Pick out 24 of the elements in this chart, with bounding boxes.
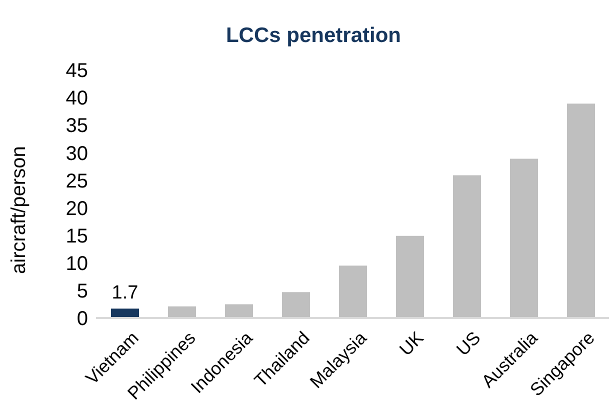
bar	[282, 292, 310, 318]
y-tick-label: 35	[66, 115, 88, 138]
y-tick-label: 25	[66, 170, 88, 192]
data-label: 1.7	[112, 282, 138, 304]
bar	[510, 158, 538, 318]
y-tick-label: 20	[66, 198, 88, 220]
y-tick-label: 10	[66, 252, 88, 275]
y-tick-label: 5	[76, 280, 88, 303]
bar	[225, 304, 253, 318]
y-tick-label: 40	[66, 88, 88, 110]
bar	[339, 266, 367, 318]
x-tick-label: UK	[396, 328, 428, 360]
chart-title: LCCs penetration	[224, 24, 402, 48]
x-tick-label: US	[452, 328, 484, 360]
bar	[111, 308, 139, 318]
bar	[168, 306, 196, 318]
y-tick-label: 15	[66, 225, 88, 248]
y-tick-label: 45	[66, 60, 88, 82]
y-tick-label: 30	[66, 142, 88, 165]
y-tick-label: 0	[76, 308, 88, 330]
bar	[396, 236, 424, 318]
bar	[453, 175, 481, 318]
bar	[567, 104, 595, 318]
y-axis-title: aircraft/person	[8, 146, 30, 274]
